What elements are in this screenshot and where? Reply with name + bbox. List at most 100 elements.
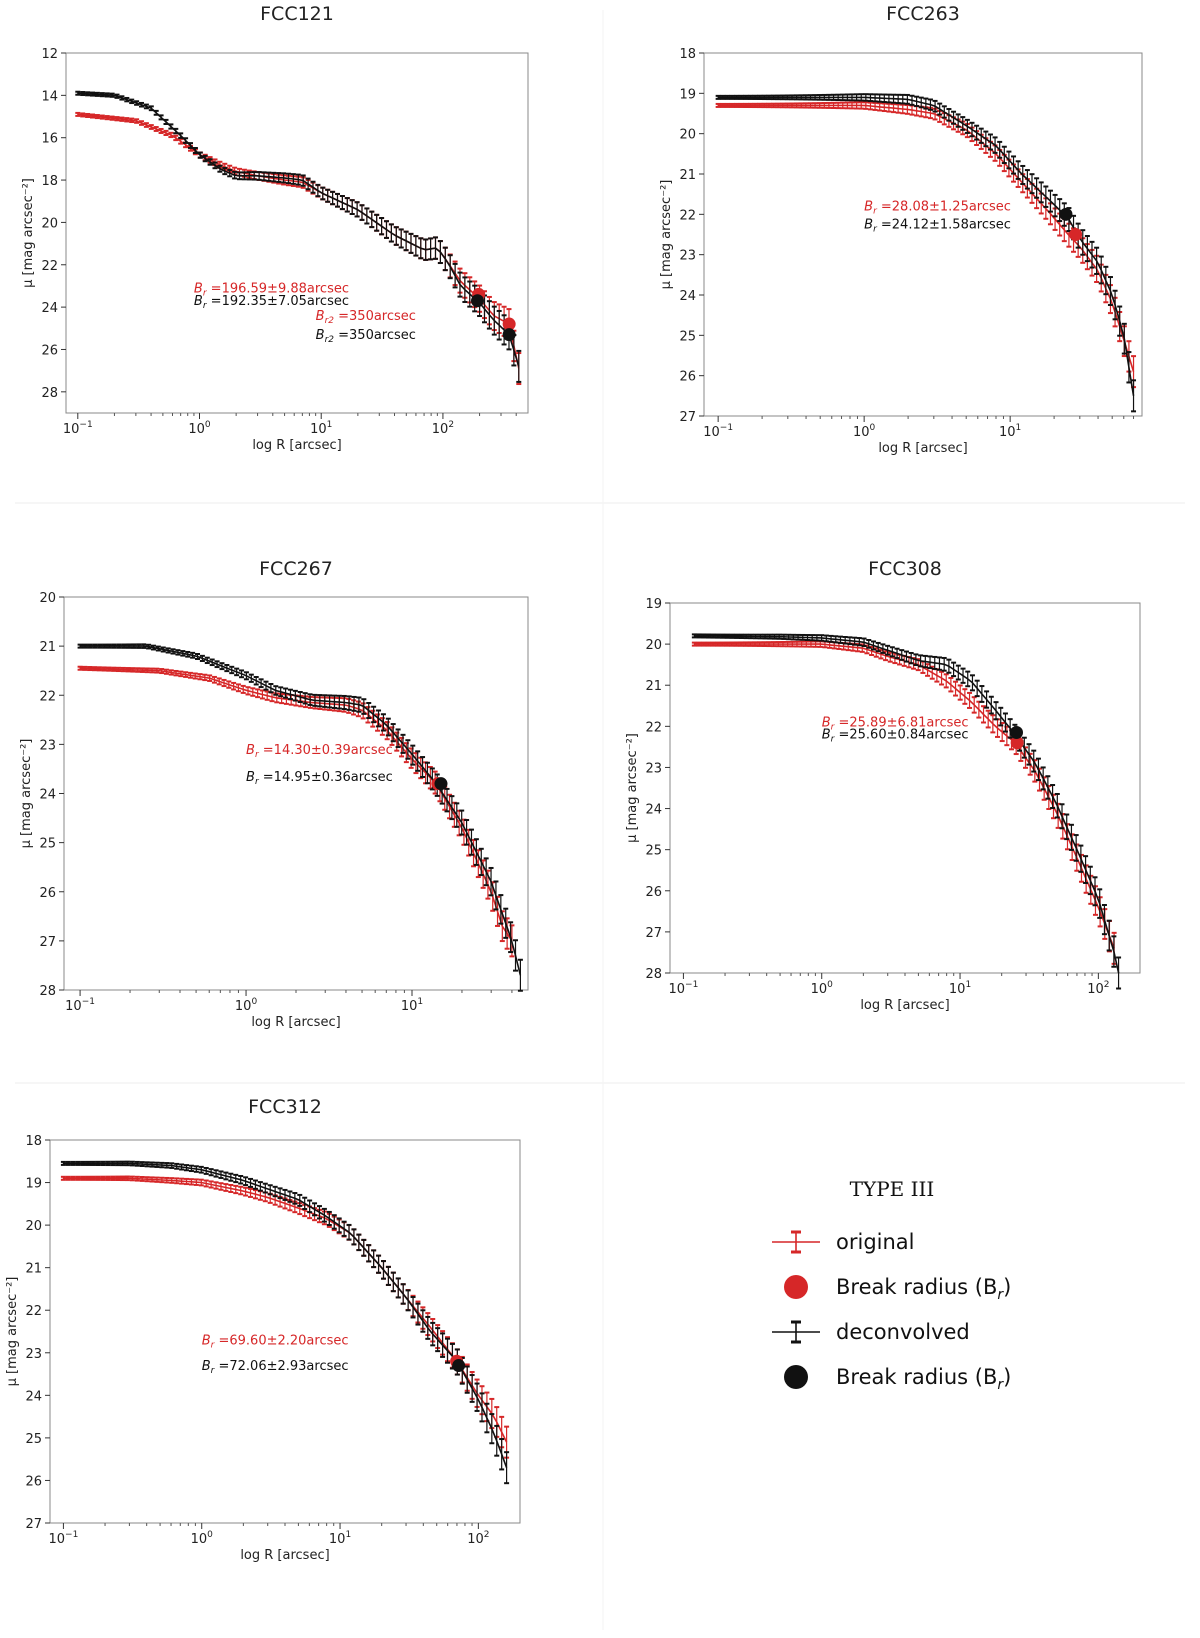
series-original: [60, 1175, 510, 1459]
x-tick-label: 100: [188, 420, 211, 437]
break-radius-point: [1059, 207, 1073, 221]
y-tick-label: 20: [41, 216, 58, 231]
x-tick-label: 10−1: [48, 1530, 78, 1547]
series-original: [75, 111, 522, 386]
y-tick-label: 22: [39, 689, 56, 704]
x-tick-label: 101: [329, 1530, 351, 1547]
x-tick-label: 10−1: [703, 423, 733, 440]
x-tick-label: 101: [401, 997, 423, 1014]
break-radius-annotation: Br =72.06±2.93arcsec: [202, 1359, 349, 1376]
break-radius-point: [471, 294, 485, 308]
y-axis-label: μ [mag arcsec⁻²]: [625, 733, 640, 843]
y-tick-label: 28: [41, 386, 58, 401]
y-axis-label: μ [mag arcsec⁻²]: [21, 178, 36, 288]
y-tick-label: 28: [39, 984, 56, 999]
y-tick-label: 27: [645, 926, 662, 941]
x-tick-label: 10−1: [65, 997, 95, 1014]
legend-entry: deconvolved: [772, 1320, 970, 1344]
y-axis-label: μ [mag arcsec⁻²]: [5, 1277, 20, 1387]
axes-frame: [703, 52, 1143, 417]
y-tick-label: 24: [679, 289, 696, 304]
legend-entry: Break radius (Br): [784, 1365, 1011, 1393]
y-tick-label: 25: [39, 837, 56, 852]
series-original: [715, 101, 1137, 389]
y-tick-label: 24: [39, 788, 56, 803]
y-tick-label: 20: [39, 591, 56, 606]
y-tick-label: 22: [41, 259, 58, 274]
x-tick-label: 101: [310, 420, 332, 437]
y-tick-label: 19: [679, 87, 696, 102]
y-tick-label: 16: [41, 132, 58, 147]
series-deconvolved: [691, 633, 1122, 990]
y-tick-label: 21: [39, 640, 56, 655]
break-radius-annotation: Br2 =350arcsec: [316, 328, 416, 345]
y-tick-label: 27: [679, 410, 696, 425]
x-axis-label: log R [arcsec]: [860, 998, 949, 1013]
y-tick-label: 19: [645, 597, 662, 612]
x-tick-label: 10−1: [63, 420, 93, 437]
break-radius-point: [1010, 726, 1024, 739]
break-radius-point: [502, 317, 516, 331]
legend-label: original: [836, 1230, 915, 1254]
y-tick-label: 27: [25, 1517, 42, 1532]
chart-title: FCC263: [886, 3, 960, 25]
x-tick-label: 100: [853, 423, 876, 440]
break-radius-annotation: Br =192.35±7.05arcsec: [194, 294, 349, 311]
y-tick-label: 22: [645, 720, 662, 735]
y-tick-label: 19: [25, 1177, 42, 1192]
legend-title: TYPE III: [850, 1177, 935, 1201]
panels: FCC121 12 14 16 18 20 22 24 26 28 10−1 100 101 102 log…: [5, 3, 1143, 1563]
y-tick-label: 25: [679, 329, 696, 344]
break-radius-point: [1069, 228, 1083, 241]
y-tick-label: 28: [645, 967, 662, 982]
x-axis-label: log R [arcsec]: [240, 1548, 329, 1563]
x-axis-label: log R [arcsec]: [878, 441, 967, 456]
break-radius-annotation: Br =25.89±6.81arcsec: [822, 715, 969, 732]
y-tick-label: 25: [25, 1432, 42, 1447]
series-deconvolved: [60, 1160, 510, 1485]
break-radius-annotation: Br2 =350arcsec: [316, 309, 416, 326]
break-radius-annotation: Br =14.95±0.36arcsec: [246, 770, 393, 787]
y-tick-label: 26: [645, 885, 662, 900]
legend-entry: original: [772, 1230, 915, 1254]
y-tick-label: 24: [41, 301, 58, 316]
legend-marker: [784, 1365, 808, 1389]
chart-title: FCC267: [259, 558, 333, 580]
series-deconvolved: [75, 90, 522, 383]
x-tick-label: 100: [191, 1530, 214, 1547]
break-radius-point: [434, 777, 448, 791]
chart-title: FCC308: [868, 558, 942, 580]
y-tick-label: 14: [41, 89, 58, 104]
break-radius-annotation: Br =25.60±0.84arcsec: [822, 728, 969, 745]
chart-title: FCC121: [260, 3, 334, 25]
panel-separators: [15, 10, 1185, 1630]
y-tick-label: 24: [645, 803, 662, 818]
chart-panel-fcc267: FCC267 20 21 22 23 24 25 26 27 28 10−1 100 101 log R …: [19, 558, 529, 1030]
y-tick-label: 23: [679, 249, 696, 264]
chart-panel-fcc263: FCC263 18 19 20 21 22 23 24 25 26 27 10−1 100 101 log …: [659, 3, 1143, 456]
break-radius-annotation: Br =28.08±1.25arcsec: [864, 199, 1011, 216]
x-tick-label: 100: [811, 980, 834, 997]
legend-marker: [784, 1275, 808, 1299]
break-radius-annotation: Br =196.59±9.88arcsec: [194, 281, 349, 298]
y-tick-label: 23: [25, 1347, 42, 1362]
legend-entry: Break radius (Br): [784, 1275, 1011, 1303]
y-tick-label: 18: [41, 174, 58, 189]
axes-frame: [63, 596, 529, 991]
chart-panel-fcc308: FCC308 19 20 21 22 23 24 25 26 27 28 10−1 100 101 102 l…: [625, 558, 1141, 1013]
y-tick-label: 21: [25, 1262, 42, 1277]
y-tick-label: 20: [645, 638, 662, 653]
y-tick-label: 25: [645, 844, 662, 859]
break-radius-annotation: Br =14.30±0.39arcsec: [246, 743, 393, 760]
series-deconvolved: [77, 643, 523, 992]
y-tick-label: 23: [39, 738, 56, 753]
x-tick-label: 102: [467, 1530, 489, 1547]
y-tick-label: 21: [645, 679, 662, 694]
y-tick-label: 26: [41, 343, 58, 358]
legend-label: Break radius (Br): [836, 1365, 1011, 1393]
x-tick-label: 10−1: [668, 980, 698, 997]
y-tick-label: 21: [679, 168, 696, 183]
y-tick-label: 26: [679, 370, 696, 385]
break-radius-annotation: Br =69.60±2.20arcsec: [202, 1333, 349, 1350]
